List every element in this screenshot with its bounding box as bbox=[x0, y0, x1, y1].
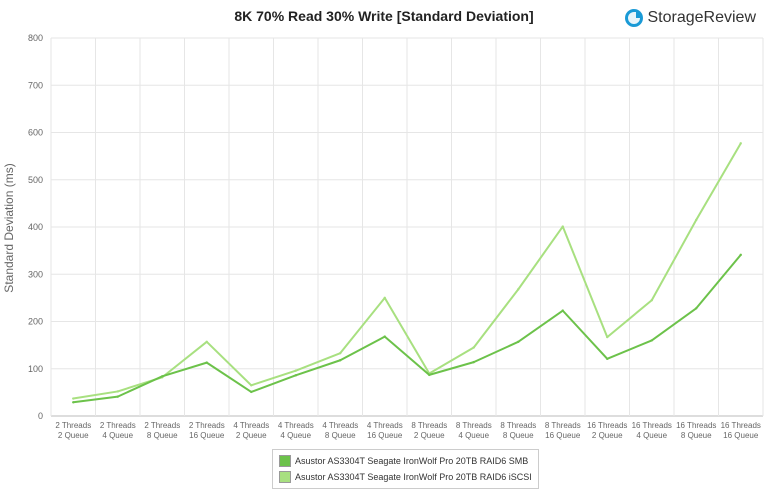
x-tick-label: 8 Threads 4 Queue bbox=[456, 421, 492, 440]
y-axis: 0 100 200 300 400 500 600 700 800 bbox=[28, 33, 43, 421]
y-tick-label: 700 bbox=[28, 80, 43, 90]
x-tick-label: 16 Threads 4 Queue bbox=[632, 421, 672, 440]
data-point-smb[interactable] bbox=[250, 390, 253, 394]
data-point-smb[interactable] bbox=[695, 307, 698, 310]
legend-swatch-smb bbox=[279, 455, 291, 467]
chart-title: 8K 70% Read 30% Write [Standard Deviatio… bbox=[234, 8, 534, 24]
x-axis: 2 Threads 2 Queue 2 Threads 4 Queue 2 Thread… bbox=[55, 421, 761, 440]
data-point-iscsi[interactable] bbox=[606, 335, 609, 339]
x-tick-label: 4 Threads 8 Queue bbox=[322, 421, 358, 440]
y-tick-label: 300 bbox=[28, 269, 43, 279]
series-line-iscsi[interactable] bbox=[73, 142, 742, 400]
data-point-iscsi[interactable] bbox=[517, 288, 520, 291]
series-line-smb[interactable] bbox=[73, 254, 742, 404]
y-axis-label: Standard Deviation (ms) bbox=[2, 163, 16, 292]
data-point-iscsi[interactable] bbox=[383, 296, 386, 300]
x-tick-label: 2 Threads 4 Queue bbox=[100, 421, 136, 440]
data-point-smb[interactable] bbox=[205, 361, 208, 364]
data-point-smb[interactable] bbox=[72, 401, 75, 404]
x-tick-label: 2 Threads 8 Queue bbox=[144, 421, 180, 440]
legend: Asustor AS3304T Seagate IronWolf Pro 20T… bbox=[272, 449, 539, 489]
data-point-smb[interactable] bbox=[428, 373, 431, 377]
data-point-smb[interactable] bbox=[739, 253, 742, 257]
data-point-smb[interactable] bbox=[161, 375, 164, 378]
data-point-smb[interactable] bbox=[339, 359, 342, 362]
y-tick-label: 600 bbox=[28, 128, 43, 138]
data-point-smb[interactable] bbox=[383, 335, 386, 338]
data-point-smb[interactable] bbox=[472, 360, 475, 364]
x-tick-label: 16 Threads 8 Queue bbox=[676, 421, 716, 440]
legend-swatch-iscsi bbox=[279, 471, 291, 483]
legend-label-iscsi: Asustor AS3304T Seagate IronWolf Pro 20T… bbox=[295, 472, 532, 482]
x-tick-label: 16 Threads 2 Queue bbox=[587, 421, 627, 440]
x-tick-label: 8 Threads 8 Queue bbox=[500, 421, 536, 440]
data-point-iscsi[interactable] bbox=[72, 397, 75, 400]
data-point-iscsi[interactable] bbox=[650, 299, 653, 302]
data-point-iscsi[interactable] bbox=[116, 390, 119, 393]
x-tick-label: 8 Threads 16 Queue bbox=[545, 421, 581, 440]
data-point-smb[interactable] bbox=[116, 395, 119, 398]
storagereview-logo-icon bbox=[624, 9, 643, 27]
x-tick-label: 4 Threads 4 Queue bbox=[278, 421, 314, 440]
data-point-smb[interactable] bbox=[294, 374, 297, 377]
data-point-iscsi[interactable] bbox=[561, 225, 564, 228]
logo-text: StorageReview bbox=[647, 9, 757, 26]
data-point-smb[interactable] bbox=[517, 340, 520, 344]
data-point-iscsi[interactable] bbox=[205, 340, 208, 344]
grid bbox=[50, 37, 764, 417]
y-tick-label: 0 bbox=[38, 411, 43, 421]
legend-label-smb: Asustor AS3304T Seagate IronWolf Pro 20T… bbox=[295, 456, 529, 466]
y-tick-label: 400 bbox=[28, 222, 43, 232]
x-tick-label: 2 Threads 16 Queue bbox=[189, 421, 225, 440]
data-point-iscsi[interactable] bbox=[472, 346, 475, 349]
storagereview-logo[interactable]: StorageReview bbox=[624, 7, 757, 29]
y-tick-label: 100 bbox=[28, 364, 43, 374]
x-tick-label: 16 Threads 16 Queue bbox=[721, 421, 761, 440]
data-point-iscsi[interactable] bbox=[739, 142, 742, 145]
data-point-iscsi[interactable] bbox=[339, 351, 342, 355]
data-point-smb[interactable] bbox=[650, 339, 653, 342]
data-point-iscsi[interactable] bbox=[294, 369, 297, 372]
legend-item-smb[interactable]: Asustor AS3304T Seagate IronWolf Pro 20T… bbox=[279, 453, 532, 469]
x-tick-label: 2 Threads 2 Queue bbox=[55, 421, 91, 440]
y-tick-label: 500 bbox=[28, 175, 43, 185]
y-tick-label: 800 bbox=[28, 33, 43, 43]
data-point-iscsi[interactable] bbox=[695, 218, 698, 222]
data-point-smb[interactable] bbox=[606, 357, 609, 361]
series bbox=[72, 142, 742, 404]
x-tick-label: 4 Threads 2 Queue bbox=[233, 421, 269, 440]
legend-item-iscsi[interactable]: Asustor AS3304T Seagate IronWolf Pro 20T… bbox=[279, 469, 532, 485]
x-tick-label: 4 Threads 16 Queue bbox=[367, 421, 403, 440]
x-tick-label: 8 Threads 2 Queue bbox=[411, 421, 447, 440]
y-tick-label: 200 bbox=[28, 317, 43, 327]
data-point-iscsi[interactable] bbox=[250, 384, 253, 387]
data-point-smb[interactable] bbox=[561, 309, 564, 312]
